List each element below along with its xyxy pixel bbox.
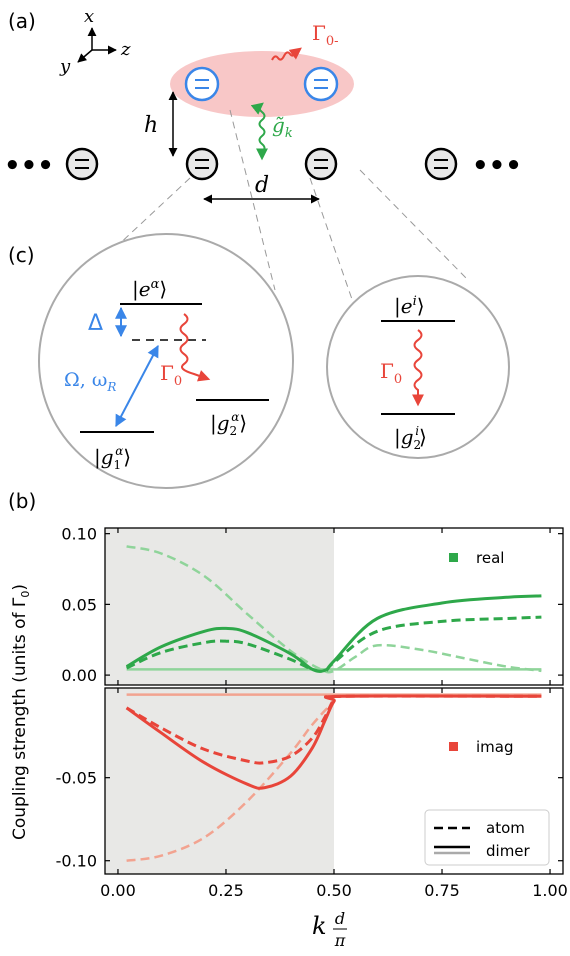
axis-z-label: z (120, 39, 131, 60)
dimer-ellipse (170, 51, 354, 117)
legend-real-label: real (476, 549, 504, 567)
emission-wavy-arrow (271, 47, 302, 61)
y-tick-label-top: 0.10 (61, 525, 97, 544)
emission-gamma-label: Γ0- (312, 21, 339, 49)
y-tick-label-top: 0.00 (61, 666, 97, 685)
bottom-series-atom-dashed (125, 694, 542, 765)
decay-label-right: Γ0 (380, 359, 402, 387)
x-axis-label-k: k (312, 912, 327, 940)
panel-c-label: (c) (8, 243, 35, 267)
lower-atom (304, 147, 338, 181)
x-tick-label: 1.00 (532, 881, 568, 900)
axis-x-label: x (84, 6, 94, 27)
detuning-label: Δ (88, 311, 103, 336)
x-tick-label: 0.25 (208, 881, 244, 900)
bottom-series-dimer-solid (125, 694, 542, 790)
legend-dimer-label: dimer (486, 842, 531, 860)
lower-atom (185, 147, 219, 181)
bottom-series-atom-light-dashed (126, 694, 542, 862)
upper-atom-left (184, 66, 220, 102)
bottom-series-group (125, 693, 542, 862)
y-tick-label-bottom: -0.10 (56, 852, 97, 871)
decay-wavy-arrow-right (412, 329, 424, 407)
legend-imag-marker (449, 742, 458, 751)
top-series-atom-light-dashed (126, 545, 542, 674)
coupling-wavy-arrow (250, 102, 268, 161)
x-tick-label: 0.75 (424, 881, 460, 900)
lower-atom (424, 147, 458, 181)
x-axis-label: k d π (312, 909, 347, 950)
legend-real-marker (449, 553, 458, 562)
upper-atom-right (303, 66, 339, 102)
y-axis-label: Coupling strength (units of Γ0) (10, 584, 32, 840)
x-axis-label-den: π (334, 931, 346, 950)
legend-atom-label: atom (486, 819, 525, 837)
x-tick-label: 0.00 (100, 881, 136, 900)
y-tick-label-bottom: -0.05 (56, 769, 97, 788)
tick-group: 0.00 0.25 0.50 0.75 1.00 0.10 0.05 0.00 -0.05 -0.… (56, 525, 568, 900)
ground2-state-label: |g2α⟩ (210, 410, 247, 438)
ground2-state-label-right: |g2i⟩ (394, 424, 427, 452)
legend-imag-label: imag (476, 738, 514, 756)
style-legend: atom dimer (424, 809, 550, 866)
axis-y-label: y (59, 56, 71, 77)
drive-arrow (115, 344, 159, 428)
ellipsis-right: ••• (472, 151, 522, 181)
excited-state-label: |eα⟩ (132, 277, 167, 302)
panel-a-label: (a) (8, 9, 36, 33)
panel-b-label: (b) (8, 489, 36, 513)
ellipsis-left: ••• (4, 151, 54, 181)
x-tick-label: 0.50 (316, 881, 352, 900)
panel-b: (b) 0.00 0.25 0.50 0.75 1.00 0.10 0.05 0.00 -0.0… (8, 489, 568, 950)
height-label: h (144, 113, 158, 138)
decay-wavy-arrow-left (179, 313, 211, 382)
coupling-label: g̃k (272, 113, 293, 141)
panel-c: (c) |eα⟩ Δ Ω, ωR Γ0 |g1α⟩ |g2α⟩ |ei⟩ Γ0 … (8, 233, 510, 489)
level-diagram-circle-left (38, 233, 294, 489)
top-series-group (125, 545, 542, 674)
lower-atom (65, 147, 99, 181)
distance-label: d (255, 173, 269, 198)
panel-a: (a) x z y (4, 6, 522, 309)
ground1-state-label: |g1α⟩ (94, 444, 131, 472)
decay-label-left: Γ0 (160, 361, 182, 389)
excited-state-label-right: |ei⟩ (394, 294, 425, 319)
y-tick-label-top: 0.05 (61, 595, 97, 614)
coordinate-axes: x z y (59, 6, 131, 77)
x-axis-label-num: d (335, 909, 345, 928)
top-series-dimer-solid (125, 594, 542, 673)
drive-label: Ω, ωR (64, 369, 116, 394)
top-series-atom-dashed (125, 615, 542, 673)
level-diagram-circle-right (326, 275, 510, 459)
